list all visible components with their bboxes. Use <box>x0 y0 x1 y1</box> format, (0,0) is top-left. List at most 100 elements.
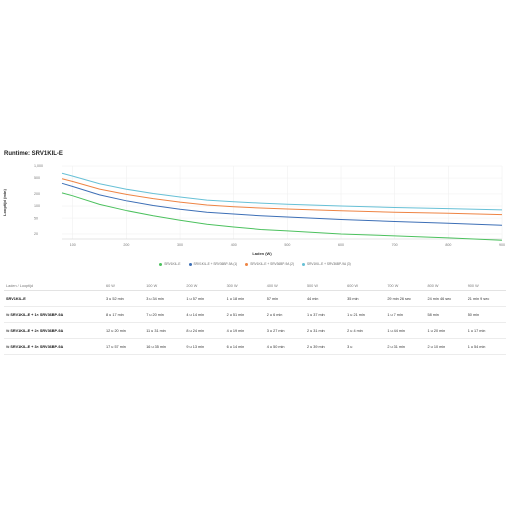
runtime-cell: 3 u <box>345 338 386 355</box>
runtime-cell: 2 u 39 min <box>304 338 346 355</box>
runtime-cell: 7 u 20 min <box>144 306 185 323</box>
x-tick-label: 600 <box>338 243 344 247</box>
runtime-cell: 2 u 6 min <box>264 306 305 323</box>
table-row: ⇋SRV1KIL-E + 2× SRV36BP-9A 12 u 20 min 11 … <box>4 322 506 339</box>
runtime-cell: 1 u 7 min <box>385 306 426 323</box>
runtime-cell: 4 u 50 min <box>264 338 305 355</box>
y-tick-label: 200 <box>34 192 40 196</box>
runtime-cell: 16 u 35 min <box>144 338 185 355</box>
runtime-cell: 3 u 52 min <box>104 290 145 307</box>
runtime-cell: 11 u 31 min <box>144 322 185 339</box>
series-line <box>61 178 503 216</box>
y-tick-label: 20 <box>34 232 38 236</box>
legend-swatch <box>159 262 163 266</box>
runtime-cell: 29 min 26 sec <box>385 290 426 307</box>
runtime-cell: 2 u 31 min <box>385 338 426 355</box>
runtime-cell: 12 u 20 min <box>104 322 145 339</box>
runtime-cell: 35 min <box>345 290 386 307</box>
legend-label: SRV1KIL-E <box>164 262 181 266</box>
x-axis-label: Laden (W) <box>252 251 272 256</box>
table-row: ⇋SRV1KIL-E + 3× SRV36BP-9A 17 u 57 min 16 … <box>4 338 506 355</box>
x-tick-label: 800 <box>445 243 451 247</box>
series-line <box>61 192 503 241</box>
runtime-cell: 4 u 19 min <box>224 322 265 339</box>
runtime-cell: 2 u 10 min <box>425 338 466 355</box>
column-header: 400 W <box>264 281 305 291</box>
runtime-cell: 1 u 21 min <box>345 306 386 323</box>
x-tick-label: 700 <box>392 243 398 247</box>
runtime-cell: 57 min <box>264 290 305 307</box>
runtime-cell: 17 u 57 min <box>104 338 145 355</box>
header-label: Laden / Looptijd <box>4 281 104 291</box>
column-header: 300 W <box>224 281 265 291</box>
runtime-cell: 3 u 27 min <box>264 322 305 339</box>
row-config: SRV1KIL-E <box>4 290 104 307</box>
column-header: 60 W <box>104 281 145 291</box>
runtime-cell: 1 u 20 min <box>425 322 466 339</box>
column-header: 800 W <box>425 281 466 291</box>
runtime-cell: 21 min 9 sec <box>465 290 506 307</box>
runtime-cell: 1 u 57 min <box>184 290 225 307</box>
series-line <box>61 182 503 226</box>
runtime-cell: 1 u 54 min <box>465 338 506 355</box>
y-tick-label: 1,000 <box>34 164 43 168</box>
column-header: 900 W <box>465 281 506 291</box>
runtime-cell: 1 u 44 min <box>385 322 426 339</box>
x-tick-label: 100 <box>70 243 76 247</box>
row-config: ⇋SRV1KIL-E + 2× SRV36BP-9A <box>4 322 104 339</box>
table-header-row: Laden / Looptijd 60 W 100 W 200 W 300 W … <box>4 281 506 291</box>
runtime-cell: 1 u 18 min <box>224 290 265 307</box>
y-tick-label: 50 <box>34 216 38 220</box>
chart-legend: SRV1KIL-E SRV1KIL-E + SRV36BP-9A (1) SRV1K… <box>0 262 510 266</box>
runtime-cell: 8 u 24 min <box>184 322 225 339</box>
y-axis-label: Looptijd (min) <box>2 189 7 216</box>
legend-swatch <box>188 262 192 266</box>
x-tick-label: 900 <box>499 243 505 247</box>
y-tick-label: 100 <box>34 204 40 208</box>
runtime-cell: 2 u 4 min <box>345 322 386 339</box>
row-config-label: SRV1KIL-E + 1× SRV36BP-9A <box>10 313 64 317</box>
legend-item[interactable]: SRV1KIL-E + SRV36BP-9A (2) <box>245 262 294 266</box>
runtime-cell: 2 u 31 min <box>304 322 346 339</box>
column-header: 100 W <box>144 281 185 291</box>
row-config: ⇋SRV1KIL-E + 3× SRV36BP-9A <box>4 338 104 355</box>
runtime-chart: 20 50 100 200 500 1,000 100 200 300 400 500 600 700 8… <box>2 164 505 256</box>
table-row: SRV1KIL-E 3 u 52 min 3 u 34 min 1 u 57 min 1… <box>4 290 506 307</box>
legend-item[interactable]: SRV1KIL-E + SRV36BP-9A (3) <box>301 262 351 266</box>
battery-link-icon: ⇋ <box>6 328 10 333</box>
legend-swatch <box>301 262 305 266</box>
runtime-cell: 50 min <box>465 306 506 323</box>
runtime-cell: 6 u 14 min <box>224 338 265 355</box>
legend-label: SRV1KIL-E + SRV36BP-9A (3) <box>306 262 351 266</box>
runtime-table: Laden / Looptijd 60 W 100 W 200 W 300 W … <box>4 281 506 355</box>
legend-label: SRV1KIL-E + SRV36BP-9A (1) <box>193 262 238 266</box>
runtime-cell: 1 u 17 min <box>465 322 506 339</box>
battery-link-icon: ⇋ <box>6 312 10 317</box>
runtime-cell: 3 u 34 min <box>144 290 185 307</box>
column-header: 200 W <box>184 281 225 291</box>
runtime-cell: 8 u 17 min <box>104 306 145 323</box>
runtime-cell: 58 min <box>425 306 466 323</box>
row-config-label: SRV1KIL-E + 2× SRV36BP-9A <box>10 329 64 333</box>
battery-link-icon: ⇋ <box>6 344 10 349</box>
row-config-label: SRV1KIL-E + 3× SRV36BP-9A <box>10 345 64 349</box>
legend-item[interactable]: SRV1KIL-E <box>159 262 181 266</box>
legend-item[interactable]: SRV1KIL-E + SRV36BP-9A (1) <box>188 262 238 266</box>
runtime-cell: 9 u 13 min <box>184 338 225 355</box>
runtime-cell: 2 u 51 min <box>224 306 265 323</box>
x-tick-label: 200 <box>123 243 129 247</box>
row-config: ⇋SRV1KIL-E + 1× SRV36BP-9A <box>4 306 104 323</box>
page-title: Runtime: SRV1KIL-E <box>4 151 63 157</box>
column-header: 700 W <box>385 281 426 291</box>
x-tick-label: 400 <box>231 243 237 247</box>
row-config-label: SRV1KIL-E <box>6 296 26 301</box>
x-tick-label: 300 <box>177 243 183 247</box>
runtime-cell: 44 min <box>304 290 346 307</box>
series-line <box>61 172 503 211</box>
runtime-cell: 4 u 14 min <box>184 306 225 323</box>
legend-swatch <box>245 262 249 266</box>
column-header: 600 W <box>345 281 386 291</box>
legend-label: SRV1KIL-E + SRV36BP-9A (2) <box>250 262 294 266</box>
table-row: ⇋SRV1KIL-E + 1× SRV36BP-9A 8 u 17 min 7 u … <box>4 306 506 323</box>
x-tick-label: 500 <box>284 243 290 247</box>
